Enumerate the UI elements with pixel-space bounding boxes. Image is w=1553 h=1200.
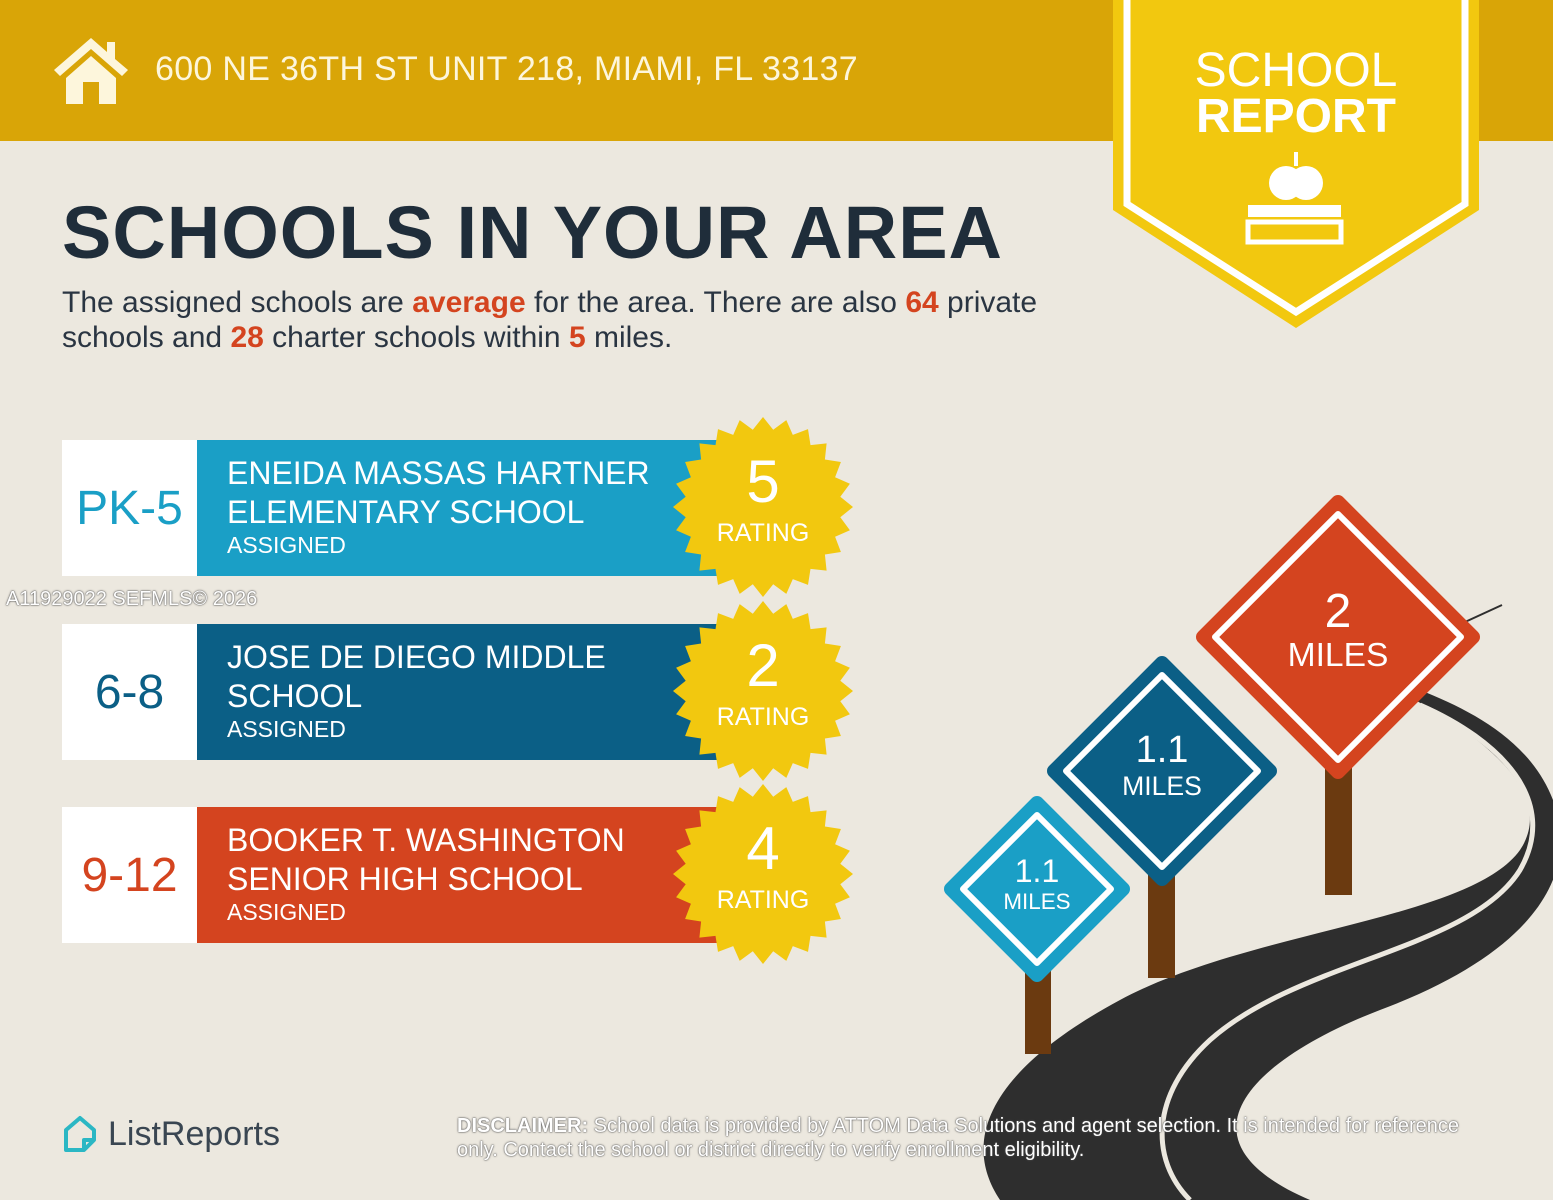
grade-range: 9-12 xyxy=(62,807,197,943)
disclaimer: DISCLAIMER: School data is provided by A… xyxy=(457,1114,1477,1162)
distance-value: 1.1 xyxy=(1014,853,1060,890)
school-report-badge xyxy=(1113,0,1479,328)
starburst-icon xyxy=(673,601,853,781)
disclaimer-label: DISCLAIMER: xyxy=(457,1115,589,1137)
house-icon xyxy=(54,38,128,104)
distance-sign: 2 MILES xyxy=(1238,584,1438,675)
grade-range: PK-5 xyxy=(62,440,197,576)
summary-part: The assigned schools are xyxy=(62,286,413,319)
distance-unit: MILES xyxy=(1287,637,1389,674)
disclaimer-text: School data is provided by ATTOM Data So… xyxy=(457,1115,1459,1161)
distance-sign-shape xyxy=(1047,656,1277,886)
badge-line-2: REPORT xyxy=(1195,90,1396,143)
charter-count: 28 xyxy=(230,321,264,354)
distance-sign-shape xyxy=(944,796,1130,982)
school-name-line-2: ELEMENTARY SCHOOL xyxy=(227,494,585,530)
distance-sign-border xyxy=(1212,511,1464,763)
listreports-logo-icon xyxy=(64,1116,96,1152)
page-title: SCHOOLS IN YOUR AREA xyxy=(62,191,1003,274)
distance-sign-border xyxy=(1063,672,1261,870)
rating-label: RATING xyxy=(716,703,810,731)
distance-value: 2 xyxy=(1324,584,1352,638)
assigned-status: ASSIGNED xyxy=(227,716,346,742)
school-name-line-2: SCHOOL xyxy=(227,678,363,714)
summary-part: for the area. There are also xyxy=(525,286,906,319)
school-info: BOOKER T. WASHINGTON SENIOR HIGH SCHOOL … xyxy=(197,807,722,943)
summary-part: private schools and xyxy=(62,286,1038,354)
summary-text: The assigned schools are average for the… xyxy=(62,285,1112,355)
assigned-status: ASSIGNED xyxy=(227,899,346,925)
distance-unit: MILES xyxy=(1003,888,1071,914)
listing-watermark: A11929022 SEFMLS© 2026 xyxy=(6,588,258,610)
school-name-line-1: ENEIDA MASSAS HARTNER xyxy=(227,455,650,491)
assigned-status: ASSIGNED xyxy=(227,532,346,558)
rating-label: RATING xyxy=(716,519,810,547)
private-count: 64 xyxy=(905,286,939,319)
distance-sign: 1.1 MILES xyxy=(937,855,1137,915)
rating-value: 5 xyxy=(746,448,780,515)
rating-starburst: 4 RATING xyxy=(673,784,853,964)
school-info: ENEIDA MASSAS HARTNER ELEMENTARY SCHOOL … xyxy=(197,440,722,576)
distance-unit: MILES xyxy=(1122,771,1202,801)
distance-sign-border xyxy=(960,812,1114,966)
starburst-icon xyxy=(673,417,853,597)
distance-value: 1.1 xyxy=(1135,729,1189,772)
school-name-line-2: SENIOR HIGH SCHOOL xyxy=(227,861,583,897)
rating-value: 2 xyxy=(746,632,780,699)
distance-sign: 1.1 MILES xyxy=(1062,729,1262,802)
summary-part: miles. xyxy=(585,321,673,354)
listreports-logo[interactable]: ListReports xyxy=(60,1114,280,1154)
school-name-line-1: BOOKER T. WASHINGTON xyxy=(227,822,625,858)
school-row: PK-5 ENEIDA MASSAS HARTNER ELEMENTARY SC… xyxy=(62,417,853,597)
logo-text: ListReports xyxy=(108,1114,280,1153)
distance-sign-shape xyxy=(1196,495,1480,779)
rating-value: 4 xyxy=(746,815,780,882)
school-row: 9-12 BOOKER T. WASHINGTON SENIOR HIGH SC… xyxy=(62,784,853,964)
property-address: 600 NE 36TH ST UNIT 218, MIAMI, FL 33137 xyxy=(155,50,859,88)
radius-miles: 5 xyxy=(568,321,586,354)
summary-part: charter schools within xyxy=(263,321,569,354)
badge-title: SCHOOL REPORT xyxy=(1113,44,1479,143)
rating-starburst: 5 RATING xyxy=(673,417,853,597)
quality-highlight: average xyxy=(412,286,526,319)
apple-books-icon xyxy=(1245,152,1344,245)
starburst-icon xyxy=(673,784,853,964)
school-info: JOSE DE DIEGO MIDDLE SCHOOL ASSIGNED xyxy=(197,624,722,760)
school-name-line-1: JOSE DE DIEGO MIDDLE xyxy=(227,639,606,675)
grade-range: 6-8 xyxy=(62,624,197,760)
rating-label: RATING xyxy=(716,886,810,914)
badge-line-1: SCHOOL xyxy=(1194,44,1398,97)
rating-starburst: 2 RATING xyxy=(673,601,853,781)
school-row: 6-8 JOSE DE DIEGO MIDDLE SCHOOL ASSIGNED… xyxy=(62,601,853,781)
